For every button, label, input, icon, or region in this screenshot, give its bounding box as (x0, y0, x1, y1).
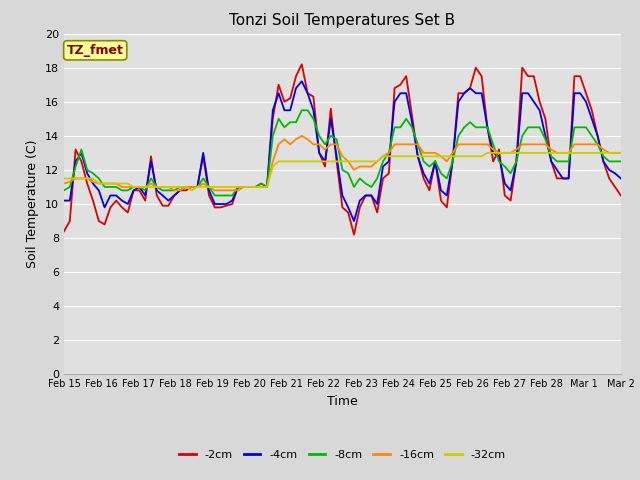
-8cm (501, 164, 509, 169)
-8cm (298, 108, 306, 113)
-4cm (350, 218, 358, 224)
-4cm (100, 204, 108, 210)
-32cm (211, 184, 219, 190)
-32cm (188, 188, 195, 193)
-8cm (205, 184, 213, 190)
-2cm (344, 210, 352, 216)
-2cm (350, 232, 358, 238)
-32cm (100, 180, 108, 186)
-32cm (617, 150, 625, 156)
-2cm (100, 222, 108, 228)
Line: -2cm: -2cm (64, 64, 621, 235)
-16cm (211, 188, 219, 193)
-2cm (501, 192, 509, 198)
-2cm (205, 192, 213, 198)
Line: -16cm: -16cm (64, 136, 621, 191)
Text: TZ_fmet: TZ_fmet (67, 44, 124, 57)
Line: -32cm: -32cm (64, 153, 621, 191)
-8cm (100, 184, 108, 190)
-16cm (60, 180, 68, 186)
-4cm (501, 180, 509, 186)
-8cm (77, 146, 85, 152)
-32cm (77, 176, 85, 181)
-2cm (60, 228, 68, 234)
-8cm (350, 184, 358, 190)
-2cm (617, 192, 625, 198)
-4cm (298, 78, 306, 84)
-2cm (391, 85, 399, 91)
-32cm (501, 150, 509, 156)
-32cm (385, 154, 392, 159)
-8cm (60, 188, 68, 193)
Line: -4cm: -4cm (64, 81, 621, 221)
-4cm (391, 99, 399, 105)
-16cm (170, 188, 178, 193)
-4cm (205, 188, 213, 193)
-4cm (60, 198, 68, 204)
-4cm (77, 150, 85, 156)
Y-axis label: Soil Temperature (C): Soil Temperature (C) (26, 140, 40, 268)
Legend: -2cm, -4cm, -8cm, -16cm, -32cm: -2cm, -4cm, -8cm, -16cm, -32cm (175, 445, 510, 464)
-16cm (100, 180, 108, 186)
-16cm (298, 133, 306, 139)
-2cm (298, 61, 306, 67)
-32cm (484, 150, 492, 156)
-4cm (617, 176, 625, 181)
-16cm (77, 176, 85, 181)
-16cm (350, 167, 358, 173)
-16cm (391, 142, 399, 147)
X-axis label: Time: Time (327, 395, 358, 408)
-8cm (617, 158, 625, 164)
-32cm (344, 158, 352, 164)
-4cm (344, 204, 352, 210)
-16cm (617, 150, 625, 156)
-8cm (391, 124, 399, 130)
-16cm (501, 150, 509, 156)
Title: Tonzi Soil Temperatures Set B: Tonzi Soil Temperatures Set B (229, 13, 456, 28)
-2cm (77, 158, 85, 164)
Line: -8cm: -8cm (64, 110, 621, 195)
-32cm (60, 176, 68, 181)
-8cm (211, 192, 219, 198)
